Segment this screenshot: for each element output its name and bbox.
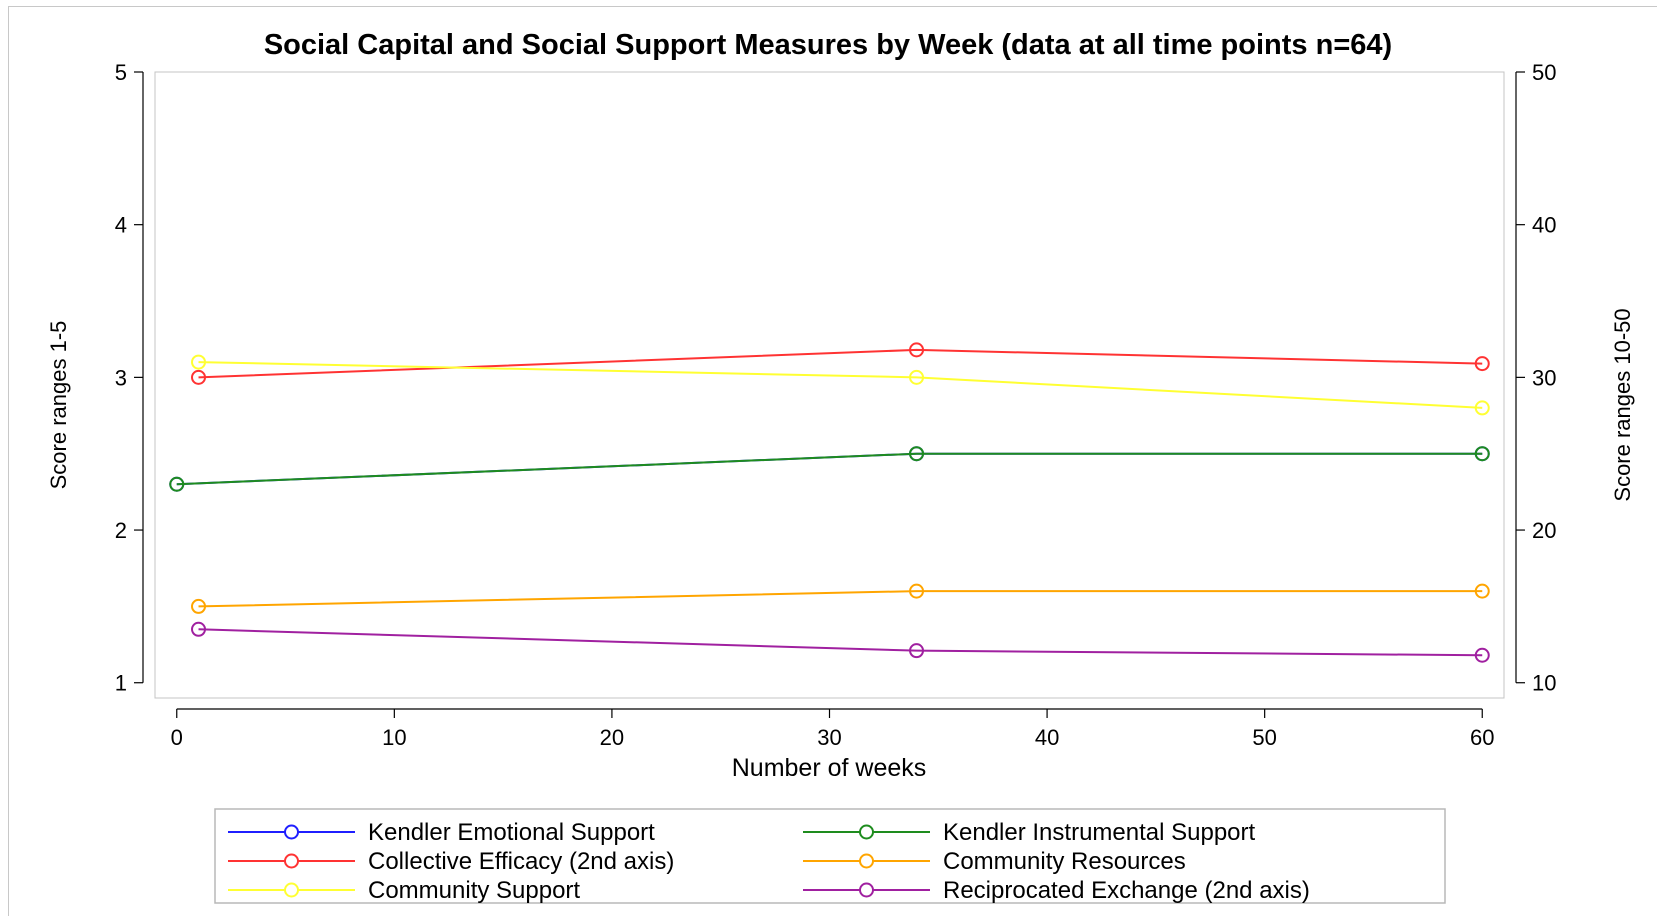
data-point xyxy=(191,369,207,385)
x-tick-label: 50 xyxy=(1252,725,1276,750)
data-point xyxy=(1474,647,1490,663)
x-tick-label: 10 xyxy=(382,725,406,750)
chart-frame xyxy=(8,6,1657,916)
series-line xyxy=(198,628,1483,657)
series-line xyxy=(176,452,1483,486)
series-layer xyxy=(169,342,1490,663)
legend-label: Kendler Instrumental Support xyxy=(943,819,1256,846)
legend-item: Collective Efficacy (2nd axis) xyxy=(228,848,674,875)
legend-marker xyxy=(859,824,874,840)
y-tick-label: 1 xyxy=(115,671,127,696)
legend-label: Reciprocated Exchange (2nd axis) xyxy=(943,877,1310,904)
y2-tick-label: 30 xyxy=(1532,365,1556,390)
x-tick-label: 0 xyxy=(171,725,183,750)
x-tick-label: 30 xyxy=(817,725,841,750)
data-point xyxy=(191,598,207,614)
y-tick-label: 5 xyxy=(115,60,127,85)
x-tick-label: 40 xyxy=(1035,725,1059,750)
x-axis: 0 10 20 30 40 50 60 xyxy=(171,708,1494,750)
legend-label: Community Support xyxy=(368,877,580,904)
legend-label: Kendler Emotional Support xyxy=(368,819,655,846)
data-point xyxy=(1474,400,1490,416)
legend-item: Community Support xyxy=(228,877,580,904)
data-point xyxy=(909,446,925,462)
legend-marker xyxy=(284,853,299,869)
data-point xyxy=(191,621,207,637)
y-tick-label: 4 xyxy=(115,213,127,238)
y-tick-label: 2 xyxy=(115,518,127,543)
y2-tick-label: 10 xyxy=(1532,671,1556,696)
legend-item: Community Resources xyxy=(803,848,1186,875)
y-axis-right-title: Score ranges 10-50 xyxy=(1610,308,1635,501)
y2-tick-label: 50 xyxy=(1532,60,1556,85)
series-4 xyxy=(191,583,1490,614)
data-point xyxy=(909,369,925,385)
data-point xyxy=(909,342,925,358)
legend-item: Kendler Instrumental Support xyxy=(803,819,1256,846)
legend-marker xyxy=(284,824,299,840)
data-point xyxy=(169,476,185,492)
series-2 xyxy=(169,446,1490,492)
series-6 xyxy=(191,621,1490,663)
legend-box xyxy=(214,808,1446,904)
legend-item: Reciprocated Exchange (2nd axis) xyxy=(803,877,1310,904)
series-3 xyxy=(191,342,1490,385)
plot-area xyxy=(154,71,1505,699)
legend-label: Community Resources xyxy=(943,848,1186,875)
x-tick-label: 60 xyxy=(1470,725,1494,750)
legend-item: Kendler Emotional Support xyxy=(228,819,655,846)
y2-tick-label: 40 xyxy=(1532,213,1556,238)
x-axis-title: Number of weeks xyxy=(732,754,927,782)
data-point xyxy=(1474,356,1490,372)
legend-marker xyxy=(859,853,874,869)
data-point xyxy=(909,583,925,599)
chart-title: Social Capital and Social Support Measur… xyxy=(264,29,1392,61)
legend-marker xyxy=(284,882,299,898)
data-point xyxy=(1474,446,1490,462)
y-tick-label: 3 xyxy=(115,365,127,390)
data-point xyxy=(909,643,925,659)
y2-tick-label: 20 xyxy=(1532,518,1556,543)
series-line xyxy=(198,361,1483,409)
series-5 xyxy=(191,354,1490,416)
series-line xyxy=(198,590,1483,608)
y-axis-left-title: Score ranges 1-5 xyxy=(46,321,71,490)
legend: Kendler Emotional Support Kendler Instrum… xyxy=(214,808,1446,904)
series-line xyxy=(198,348,1483,379)
data-point xyxy=(191,354,207,370)
data-point xyxy=(1474,583,1490,599)
legend-marker xyxy=(859,882,874,898)
x-tick-label: 20 xyxy=(600,725,624,750)
y-axis-left: 1 2 3 4 5 xyxy=(115,60,144,696)
y-axis-right: 10 20 30 40 50 xyxy=(1515,60,1556,696)
legend-label: Collective Efficacy (2nd axis) xyxy=(368,848,674,875)
